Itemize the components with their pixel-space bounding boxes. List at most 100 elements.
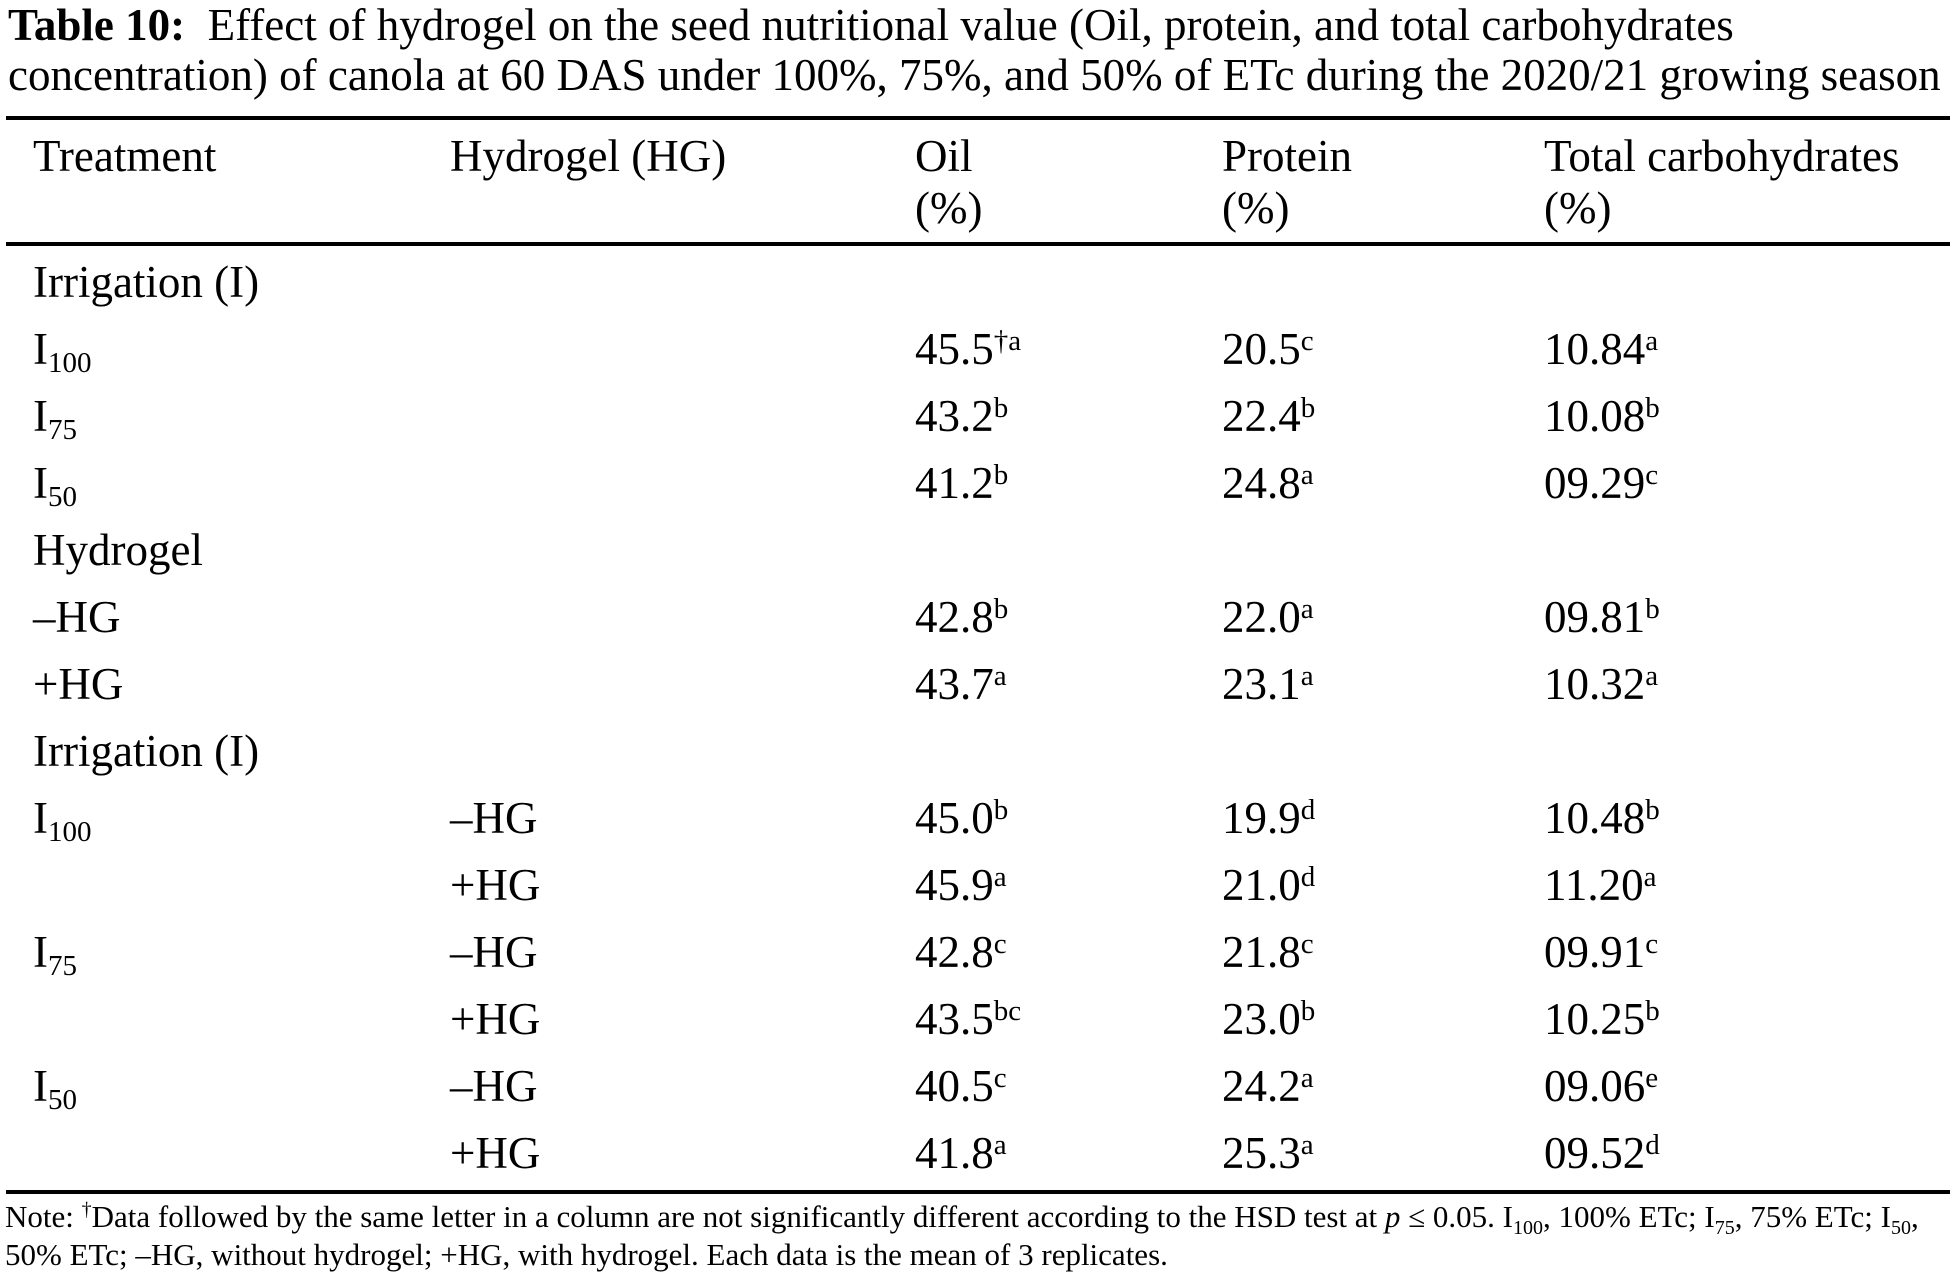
column-header: Hydrogel (HG) [450,130,915,234]
note-subscript: 50 [1890,1217,1911,1240]
protein-value: 21.0 [1222,859,1301,910]
significance-letter: c [1300,325,1314,358]
significance-letter: b [993,459,1009,492]
treatment-label: I [33,926,48,977]
caption-label: Table 10: [8,0,186,50]
table-row: +HG 43.5bc 23.0b 10.25b [33,985,1950,1052]
note-subscript: 75 [1714,1217,1735,1240]
column-header: Protein (%) [1222,130,1544,234]
treatment-cell: I75 [33,926,450,981]
protein-value: 22.4 [1222,390,1301,441]
oil-value: 42.8 [915,591,994,642]
significance-letter: b [993,392,1009,425]
hydrogel-label: –HG [450,926,538,977]
significance-letter: b [1645,995,1660,1028]
protein-value: 21.8 [1222,926,1301,977]
significance-letter: b [1300,392,1316,425]
table-footnote: Note: †Data followed by the same letter … [5,1198,1953,1274]
significance-letter: a [1300,660,1314,693]
carb-value: 09.52 [1544,1127,1646,1178]
oil-cell: 42.8b [915,591,1222,643]
oil-cell: 43.7a [915,658,1222,710]
carb-value: 09.06 [1544,1060,1646,1111]
oil-cell: 45.9a [915,859,1222,911]
table-caption: Table 10: Effect of hydrogel on the seed… [8,0,1952,100]
carbohydrates-cell: 09.91c [1544,926,1950,978]
hydrogel-cell: –HG [450,1060,915,1112]
oil-value: 45.9 [915,859,994,910]
treatment-subscript: 100 [48,346,92,379]
significance-letter: a [993,1129,1007,1162]
carbohydrates-cell: 11.20a [1544,859,1950,911]
significance-letter: b [993,593,1009,626]
treatment-cell: I100 [33,792,450,847]
significance-letter: b [993,794,1009,827]
treatment-cell: I50 [33,457,450,512]
oil-cell: 45.5†a [915,323,1222,375]
table-row: I50 41.2b 24.8a 09.29c [33,449,1950,516]
hydrogel-cell: +HG [450,1127,915,1179]
significance-letter: c [1645,928,1659,961]
protein-cell: 19.9d [1222,792,1544,844]
table-row: +HG 43.7a 23.1a 10.32a [33,650,1950,717]
column-header-unit: (%) [915,183,983,233]
protein-value: 25.3 [1222,1127,1301,1178]
protein-value: 24.8 [1222,457,1301,508]
treatment-label: I [33,792,48,843]
significance-letter: b [1645,392,1660,425]
oil-value: 41.8 [915,1127,994,1178]
protein-cell: 24.2a [1222,1060,1544,1112]
caption-text: Effect of hydrogel on the seed nutrition… [8,0,1941,100]
oil-value: 40.5 [915,1060,994,1111]
treatment-cell: I50 [33,1060,450,1115]
column-header-label: Oil [915,131,973,181]
carb-value: 11.20 [1544,859,1644,910]
treatment-label: –HG [33,591,121,642]
significance-letter: d [1645,1129,1660,1162]
table-row: I50 –HG 40.5c 24.2a 09.06e [33,1052,1950,1119]
carbohydrates-cell: 09.81b [1544,591,1950,643]
table-row: –HG 42.8b 22.0a 09.81b [33,583,1950,650]
treatment-subscript: 75 [48,949,77,982]
section-row: Irrigation (I) [33,717,1950,784]
treatment-label: I [33,390,48,441]
protein-value: 19.9 [1222,792,1301,843]
carbohydrates-cell: 10.48b [1544,792,1950,844]
carbohydrates-cell: 09.06e [1544,1060,1950,1112]
oil-cell: 43.2b [915,390,1222,442]
oil-cell: 42.8c [915,926,1222,978]
oil-cell: 40.5c [915,1060,1222,1112]
hydrogel-cell: –HG [450,792,915,844]
carbohydrates-cell: 10.32a [1544,658,1950,710]
carbohydrates-cell: 09.29c [1544,457,1950,509]
protein-cell: 21.8c [1222,926,1544,978]
column-header: Total carbohydrates (%) [1544,130,1950,234]
hydrogel-cell: –HG [450,926,915,978]
treatment-cell: –HG [33,591,450,643]
carb-value: 10.25 [1544,993,1646,1044]
protein-value: 23.1 [1222,658,1301,709]
carbohydrates-cell: 10.08b [1544,390,1950,442]
oil-value: 42.8 [915,926,994,977]
treatment-subscript: 50 [48,1083,77,1116]
column-header: Treatment [33,130,450,234]
oil-value: 43.2 [915,390,994,441]
carb-value: 10.48 [1544,792,1646,843]
table-body: Irrigation (I) I100 45.5†a 20.5c 10.84a I75 43… [6,246,1950,1190]
protein-cell: 22.4b [1222,390,1544,442]
carbohydrates-cell: 10.84a [1544,323,1950,375]
column-header-label: Treatment [33,131,217,181]
carb-value: 10.32 [1544,658,1646,709]
oil-value: 45.5 [915,323,994,374]
protein-cell: 21.0d [1222,859,1544,911]
significance-letter: b [1645,593,1660,626]
treatment-subscript: 100 [48,815,92,848]
note-segment: Note: [5,1199,82,1234]
significance-letter: a [1645,660,1659,693]
protein-cell: 24.8a [1222,457,1544,509]
table-row: I100 45.5†a 20.5c 10.84a [33,315,1950,382]
protein-cell: 20.5c [1222,323,1544,375]
carb-value: 09.29 [1544,457,1646,508]
carbohydrates-cell: 09.52d [1544,1127,1950,1179]
treatment-cell: I75 [33,390,450,445]
